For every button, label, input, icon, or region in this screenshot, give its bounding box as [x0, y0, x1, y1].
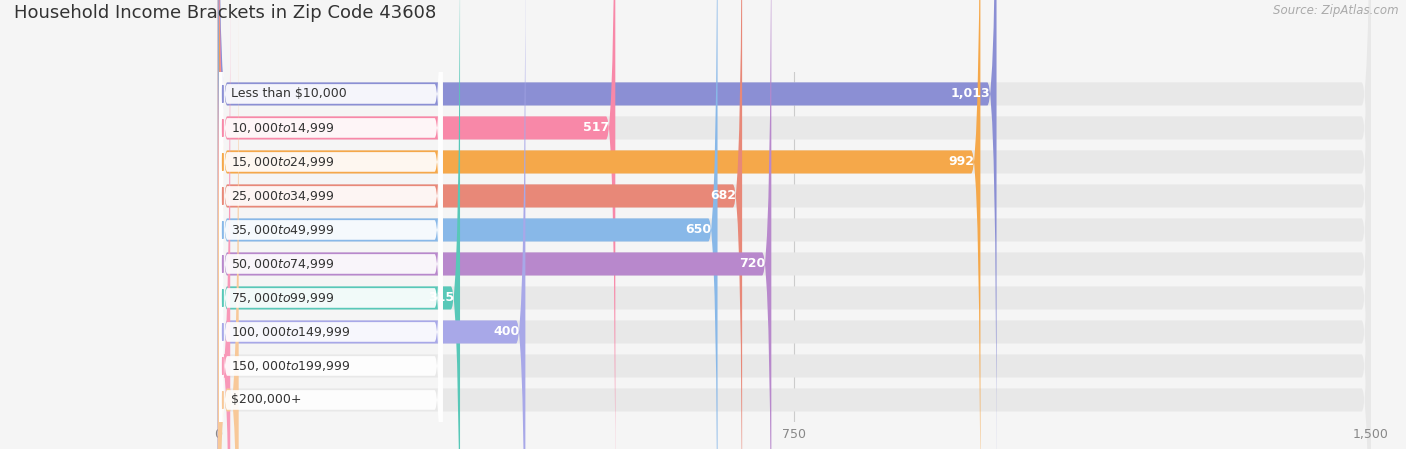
FancyBboxPatch shape [219, 0, 443, 449]
FancyBboxPatch shape [218, 4, 239, 449]
FancyBboxPatch shape [219, 36, 443, 449]
Text: 992: 992 [948, 155, 974, 168]
FancyBboxPatch shape [219, 0, 443, 424]
Text: 517: 517 [583, 121, 609, 134]
FancyBboxPatch shape [218, 0, 616, 449]
Text: Less than $10,000: Less than $10,000 [231, 88, 346, 101]
FancyBboxPatch shape [218, 0, 1371, 449]
Text: 720: 720 [740, 257, 765, 270]
FancyBboxPatch shape [218, 0, 1371, 449]
Text: $100,000 to $149,999: $100,000 to $149,999 [231, 325, 350, 339]
Text: 1,013: 1,013 [950, 88, 990, 101]
FancyBboxPatch shape [218, 0, 980, 449]
Text: 315: 315 [427, 291, 454, 304]
Text: 650: 650 [685, 224, 711, 237]
FancyBboxPatch shape [218, 0, 997, 449]
FancyBboxPatch shape [219, 0, 443, 449]
Text: $150,000 to $199,999: $150,000 to $199,999 [231, 359, 350, 373]
FancyBboxPatch shape [218, 0, 1371, 449]
FancyBboxPatch shape [218, 0, 742, 449]
FancyBboxPatch shape [218, 0, 1371, 449]
FancyBboxPatch shape [218, 0, 1371, 449]
FancyBboxPatch shape [218, 0, 717, 449]
Text: $25,000 to $34,999: $25,000 to $34,999 [231, 189, 335, 203]
FancyBboxPatch shape [219, 70, 443, 449]
FancyBboxPatch shape [218, 0, 772, 449]
FancyBboxPatch shape [219, 0, 443, 449]
Text: 682: 682 [710, 189, 735, 202]
Text: 27: 27 [247, 393, 264, 406]
Text: $50,000 to $74,999: $50,000 to $74,999 [231, 257, 335, 271]
Text: 400: 400 [494, 326, 519, 339]
FancyBboxPatch shape [219, 0, 443, 449]
Text: 16: 16 [239, 360, 256, 373]
FancyBboxPatch shape [218, 0, 1371, 449]
FancyBboxPatch shape [218, 0, 1371, 449]
Text: $200,000+: $200,000+ [231, 393, 301, 406]
FancyBboxPatch shape [218, 0, 1371, 449]
Text: $10,000 to $14,999: $10,000 to $14,999 [231, 121, 335, 135]
Text: Source: ZipAtlas.com: Source: ZipAtlas.com [1274, 4, 1399, 18]
FancyBboxPatch shape [218, 0, 231, 449]
Text: $35,000 to $49,999: $35,000 to $49,999 [231, 223, 335, 237]
FancyBboxPatch shape [218, 0, 526, 449]
Text: Household Income Brackets in Zip Code 43608: Household Income Brackets in Zip Code 43… [14, 4, 436, 22]
FancyBboxPatch shape [218, 4, 1371, 449]
FancyBboxPatch shape [219, 0, 443, 449]
FancyBboxPatch shape [219, 0, 443, 449]
FancyBboxPatch shape [218, 0, 460, 449]
FancyBboxPatch shape [218, 0, 1371, 449]
Text: $15,000 to $24,999: $15,000 to $24,999 [231, 155, 335, 169]
Text: $75,000 to $99,999: $75,000 to $99,999 [231, 291, 335, 305]
FancyBboxPatch shape [219, 2, 443, 449]
